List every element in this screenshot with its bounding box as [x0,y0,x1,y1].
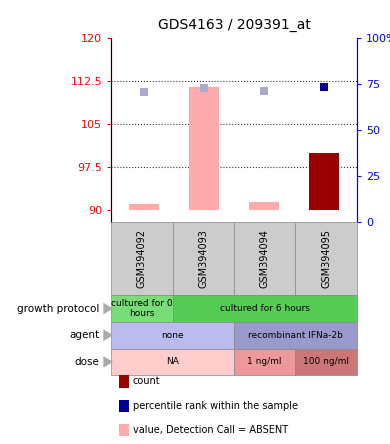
Text: count: count [133,377,160,386]
Text: agent: agent [69,330,99,340]
Text: growth protocol: growth protocol [17,304,99,313]
Text: dose: dose [74,357,99,367]
Bar [249,202,279,210]
Text: GDS4163 / 209391_at: GDS4163 / 209391_at [158,18,310,32]
Text: 1 ng/ml: 1 ng/ml [248,357,282,366]
Text: cultured for 6 hours: cultured for 6 hours [220,304,310,313]
Text: cultured for 0
hours: cultured for 0 hours [111,299,173,318]
Bar [309,153,339,210]
Text: recombinant IFNa-2b: recombinant IFNa-2b [248,331,343,340]
Text: 100 ng/ml: 100 ng/ml [303,357,349,366]
Text: none: none [161,331,184,340]
Bar [189,87,219,210]
Text: GSM394094: GSM394094 [260,229,270,288]
Text: value, Detection Call = ABSENT: value, Detection Call = ABSENT [133,425,288,435]
Bar [129,204,159,210]
Text: NA: NA [166,357,179,366]
Text: percentile rank within the sample: percentile rank within the sample [133,401,298,411]
Text: GSM394093: GSM394093 [198,229,208,288]
Text: GSM394095: GSM394095 [321,229,331,288]
Text: GSM394092: GSM394092 [137,229,147,288]
